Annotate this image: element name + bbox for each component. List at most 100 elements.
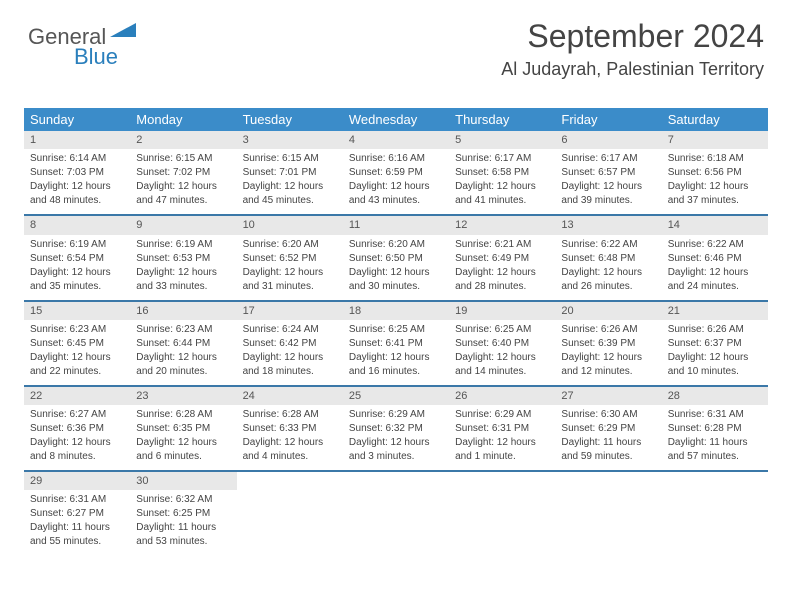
week-row: 22Sunrise: 6:27 AMSunset: 6:36 PMDayligh… bbox=[24, 387, 768, 472]
day-content: Sunrise: 6:19 AMSunset: 6:54 PMDaylight:… bbox=[24, 235, 130, 300]
sunset-text: Sunset: 7:01 PM bbox=[243, 166, 337, 179]
daylight-text: and 16 minutes. bbox=[349, 365, 443, 378]
sunset-text: Sunset: 6:40 PM bbox=[455, 337, 549, 350]
day-cell: 3Sunrise: 6:15 AMSunset: 7:01 PMDaylight… bbox=[237, 131, 343, 214]
day-content: Sunrise: 6:26 AMSunset: 6:39 PMDaylight:… bbox=[555, 320, 661, 385]
day-number: 10 bbox=[237, 216, 343, 234]
sunrise-text: Sunrise: 6:22 AM bbox=[561, 238, 655, 251]
sunrise-text: Sunrise: 6:18 AM bbox=[668, 152, 762, 165]
daylight-text: and 53 minutes. bbox=[136, 535, 230, 548]
daylight-text: Daylight: 12 hours bbox=[349, 436, 443, 449]
day-number: 14 bbox=[662, 216, 768, 234]
day-cell: 1Sunrise: 6:14 AMSunset: 7:03 PMDaylight… bbox=[24, 131, 130, 214]
day-number: 6 bbox=[555, 131, 661, 149]
day-number: 23 bbox=[130, 387, 236, 405]
daylight-text: Daylight: 12 hours bbox=[30, 180, 124, 193]
weekday-header: Thursday bbox=[449, 108, 555, 131]
day-cell: 16Sunrise: 6:23 AMSunset: 6:44 PMDayligh… bbox=[130, 302, 236, 385]
sunset-text: Sunset: 7:03 PM bbox=[30, 166, 124, 179]
sunset-text: Sunset: 6:53 PM bbox=[136, 252, 230, 265]
day-content: Sunrise: 6:30 AMSunset: 6:29 PMDaylight:… bbox=[555, 405, 661, 470]
day-number: 26 bbox=[449, 387, 555, 405]
empty-cell bbox=[343, 472, 449, 555]
day-cell: 9Sunrise: 6:19 AMSunset: 6:53 PMDaylight… bbox=[130, 216, 236, 299]
day-cell: 12Sunrise: 6:21 AMSunset: 6:49 PMDayligh… bbox=[449, 216, 555, 299]
day-number: 30 bbox=[130, 472, 236, 490]
daylight-text: Daylight: 12 hours bbox=[349, 180, 443, 193]
weekday-header: Tuesday bbox=[237, 108, 343, 131]
day-content: Sunrise: 6:20 AMSunset: 6:52 PMDaylight:… bbox=[237, 235, 343, 300]
daylight-text: Daylight: 11 hours bbox=[561, 436, 655, 449]
day-content: Sunrise: 6:16 AMSunset: 6:59 PMDaylight:… bbox=[343, 149, 449, 214]
empty-cell bbox=[449, 472, 555, 555]
sunrise-text: Sunrise: 6:26 AM bbox=[561, 323, 655, 336]
sunset-text: Sunset: 6:42 PM bbox=[243, 337, 337, 350]
sunrise-text: Sunrise: 6:31 AM bbox=[668, 408, 762, 421]
week-row: 8Sunrise: 6:19 AMSunset: 6:54 PMDaylight… bbox=[24, 216, 768, 301]
sunrise-text: Sunrise: 6:28 AM bbox=[136, 408, 230, 421]
day-number: 20 bbox=[555, 302, 661, 320]
weekday-header: Wednesday bbox=[343, 108, 449, 131]
day-cell: 18Sunrise: 6:25 AMSunset: 6:41 PMDayligh… bbox=[343, 302, 449, 385]
sunset-text: Sunset: 6:37 PM bbox=[668, 337, 762, 350]
daylight-text: and 4 minutes. bbox=[243, 450, 337, 463]
day-content: Sunrise: 6:31 AMSunset: 6:27 PMDaylight:… bbox=[24, 490, 130, 555]
sunset-text: Sunset: 6:52 PM bbox=[243, 252, 337, 265]
daylight-text: and 18 minutes. bbox=[243, 365, 337, 378]
day-content: Sunrise: 6:21 AMSunset: 6:49 PMDaylight:… bbox=[449, 235, 555, 300]
sunrise-text: Sunrise: 6:25 AM bbox=[455, 323, 549, 336]
sunset-text: Sunset: 6:29 PM bbox=[561, 422, 655, 435]
daylight-text: and 1 minute. bbox=[455, 450, 549, 463]
day-number: 9 bbox=[130, 216, 236, 234]
daylight-text: Daylight: 12 hours bbox=[30, 436, 124, 449]
day-content: Sunrise: 6:17 AMSunset: 6:57 PMDaylight:… bbox=[555, 149, 661, 214]
day-number: 5 bbox=[449, 131, 555, 149]
daylight-text: Daylight: 12 hours bbox=[455, 436, 549, 449]
day-cell: 26 Sunrise: 6:29 AMSunset: 6:31 PMDayligh… bbox=[449, 387, 555, 470]
day-cell: 2Sunrise: 6:15 AMSunset: 7:02 PMDaylight… bbox=[130, 131, 236, 214]
sunrise-text: Sunrise: 6:31 AM bbox=[30, 493, 124, 506]
weekday-header-row: Sunday Monday Tuesday Wednesday Thursday… bbox=[24, 108, 768, 131]
day-number: 27 bbox=[555, 387, 661, 405]
day-content: Sunrise: 6:22 AMSunset: 6:46 PMDaylight:… bbox=[662, 235, 768, 300]
sunset-text: Sunset: 6:35 PM bbox=[136, 422, 230, 435]
day-number: 12 bbox=[449, 216, 555, 234]
weekday-header: Monday bbox=[130, 108, 236, 131]
daylight-text: and 33 minutes. bbox=[136, 280, 230, 293]
sunrise-text: Sunrise: 6:29 AM bbox=[455, 408, 549, 421]
day-cell: 28Sunrise: 6:31 AMSunset: 6:28 PMDayligh… bbox=[662, 387, 768, 470]
day-content: Sunrise: 6:17 AMSunset: 6:58 PMDaylight:… bbox=[449, 149, 555, 214]
day-content: Sunrise: 6:15 AMSunset: 7:01 PMDaylight:… bbox=[237, 149, 343, 214]
day-number: 29 bbox=[24, 472, 130, 490]
daylight-text: Daylight: 12 hours bbox=[561, 266, 655, 279]
day-content: Sunrise: 6:14 AMSunset: 7:03 PMDaylight:… bbox=[24, 149, 130, 214]
day-content: Sunrise: 6:18 AMSunset: 6:56 PMDaylight:… bbox=[662, 149, 768, 214]
day-content: Sunrise: 6:22 AMSunset: 6:48 PMDaylight:… bbox=[555, 235, 661, 300]
day-number: 16 bbox=[130, 302, 236, 320]
empty-cell bbox=[555, 472, 661, 555]
daylight-text: Daylight: 12 hours bbox=[136, 351, 230, 364]
daylight-text: and 14 minutes. bbox=[455, 365, 549, 378]
day-cell: 22Sunrise: 6:27 AMSunset: 6:36 PMDayligh… bbox=[24, 387, 130, 470]
sunrise-text: Sunrise: 6:17 AM bbox=[455, 152, 549, 165]
sunrise-text: Sunrise: 6:15 AM bbox=[243, 152, 337, 165]
day-content: Sunrise: 6:29 AMSunset: 6:32 PMDaylight:… bbox=[343, 405, 449, 470]
day-cell: 17Sunrise: 6:24 AMSunset: 6:42 PMDayligh… bbox=[237, 302, 343, 385]
daylight-text: and 37 minutes. bbox=[668, 194, 762, 207]
sunset-text: Sunset: 6:57 PM bbox=[561, 166, 655, 179]
sunrise-text: Sunrise: 6:20 AM bbox=[243, 238, 337, 251]
day-cell: 15Sunrise: 6:23 AMSunset: 6:45 PMDayligh… bbox=[24, 302, 130, 385]
day-content: Sunrise: 6:26 AMSunset: 6:37 PMDaylight:… bbox=[662, 320, 768, 385]
day-content: Sunrise: 6:15 AMSunset: 7:02 PMDaylight:… bbox=[130, 149, 236, 214]
day-content: Sunrise: 6:32 AMSunset: 6:25 PMDaylight:… bbox=[130, 490, 236, 555]
day-number: 7 bbox=[662, 131, 768, 149]
daylight-text: Daylight: 12 hours bbox=[668, 180, 762, 193]
day-cell: 6Sunrise: 6:17 AMSunset: 6:57 PMDaylight… bbox=[555, 131, 661, 214]
sunset-text: Sunset: 6:36 PM bbox=[30, 422, 124, 435]
daylight-text: Daylight: 12 hours bbox=[243, 351, 337, 364]
sunset-text: Sunset: 6:56 PM bbox=[668, 166, 762, 179]
daylight-text: and 41 minutes. bbox=[455, 194, 549, 207]
week-row: 1Sunrise: 6:14 AMSunset: 7:03 PMDaylight… bbox=[24, 131, 768, 216]
sunset-text: Sunset: 6:31 PM bbox=[455, 422, 549, 435]
sunset-text: Sunset: 7:02 PM bbox=[136, 166, 230, 179]
